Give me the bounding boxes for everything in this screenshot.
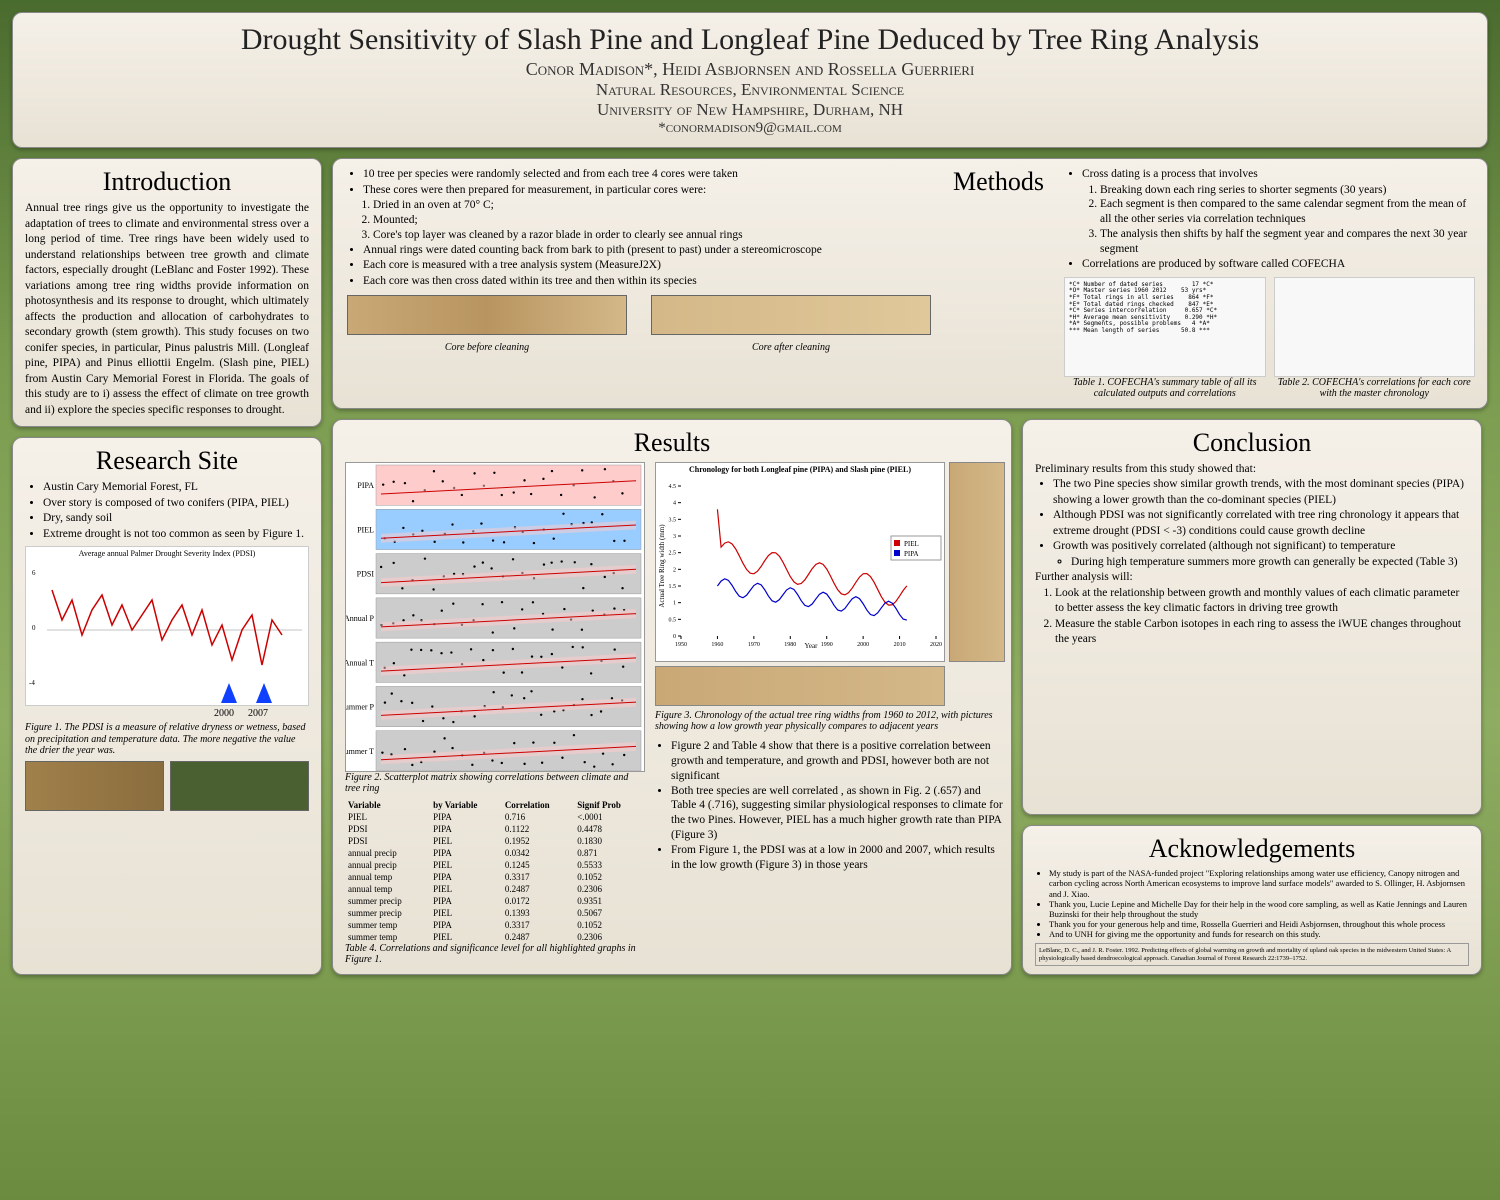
svg-text:1990: 1990 [821, 642, 833, 648]
svg-text:PIEL: PIEL [904, 540, 919, 548]
cofecha-table2 [1274, 277, 1476, 377]
core-before-img [347, 295, 627, 335]
forest-img [170, 761, 309, 811]
svg-text:1970: 1970 [748, 642, 760, 648]
intro-title: Introduction [25, 167, 309, 197]
research-list: Austin Cary Memorial Forest, FL Over sto… [25, 480, 309, 542]
results-title: Results [345, 428, 999, 458]
svg-text:Annual P: Annual P [346, 614, 375, 623]
chronology-chart: Chronology for both Longleaf pine (PIPA)… [655, 462, 945, 662]
svg-text:-4: -4 [29, 679, 35, 687]
svg-text:0: 0 [673, 634, 676, 640]
svg-text:3: 3 [673, 534, 676, 540]
ack-list: My study is part of the NASA-funded proj… [1035, 868, 1469, 939]
methods-list-2: Annual rings were dated counting back fr… [345, 243, 933, 290]
university: University of New Hampshire, Durham, NH [33, 100, 1467, 120]
svg-text:1.5: 1.5 [669, 584, 677, 590]
svg-text:1: 1 [673, 600, 676, 606]
core-sample-img [25, 761, 164, 811]
svg-text:1950: 1950 [675, 642, 687, 648]
svg-text:2000: 2000 [857, 642, 869, 648]
acknowledgements-panel: Acknowledgements My study is part of the… [1022, 825, 1482, 975]
svg-text:Actual Tree Ring width (mm): Actual Tree Ring width (mm) [658, 523, 666, 607]
svg-text:PIEL: PIEL [357, 525, 374, 534]
svg-text:2010: 2010 [894, 642, 906, 648]
conclusion-title: Conclusion [1035, 428, 1469, 458]
svg-text:Summer T: Summer T [346, 747, 374, 756]
research-title: Research Site [25, 446, 309, 476]
conclusion-panel: Conclusion Preliminary results from this… [1022, 419, 1482, 815]
svg-text:6: 6 [32, 569, 36, 577]
svg-text:PDSI: PDSI [357, 569, 375, 578]
svg-text:PIPA: PIPA [357, 481, 374, 490]
methods-right-list: Cross dating is a process that involves … [1064, 167, 1475, 273]
svg-text:2: 2 [673, 567, 676, 573]
email: *conormadison9@gmail.com [33, 120, 1467, 137]
svg-text:PIPA: PIPA [904, 550, 919, 558]
cofecha-table1: *C* Number of dated series 17 *C* *O* Ma… [1064, 277, 1266, 377]
core-detail-img [655, 666, 945, 706]
svg-text:0: 0 [32, 624, 36, 632]
header-panel: Drought Sensitivity of Slash Pine and Lo… [12, 12, 1488, 148]
table4: Variableby VariableCorrelationSignif Pro… [345, 799, 645, 943]
svg-text:2020: 2020 [930, 642, 942, 648]
introduction-panel: Introduction Annual tree rings give us t… [12, 158, 322, 427]
results-bullets: Figure 2 and Table 4 show that there is … [655, 739, 1005, 873]
fig1-caption: Figure 1. The PDSI is a measure of relat… [25, 722, 309, 757]
core-after-img [651, 295, 931, 335]
methods-panel: 10 tree per species were randomly select… [332, 158, 1488, 409]
svg-text:1960: 1960 [711, 642, 723, 648]
intro-text: Annual tree rings give us the opportunit… [25, 201, 309, 418]
conclusion-list: The two Pine species show similar growth… [1035, 477, 1469, 570]
pdsi-svg: 6 0 -4 [26, 560, 308, 690]
site-images [25, 761, 309, 811]
methods-list-1: 10 tree per species were randomly select… [345, 167, 933, 198]
poster-title: Drought Sensitivity of Slash Pine and Lo… [33, 23, 1467, 57]
ack-title: Acknowledgements [1035, 834, 1469, 864]
svg-text:0.5: 0.5 [669, 617, 677, 623]
core-strip-img [949, 462, 1005, 662]
svg-text:2.5: 2.5 [669, 550, 677, 556]
reference: LeBlanc, D. C., and J. R. Foster. 1992. … [1035, 943, 1469, 965]
authors: Conor Madison*, Heidi Asbjornsen and Ros… [33, 59, 1467, 80]
department: Natural Resources, Environmental Science [33, 80, 1467, 100]
svg-text:Year: Year [805, 642, 819, 650]
svg-text:1980: 1980 [784, 642, 796, 648]
results-panel: Results PIPA PIEL PDSI Annual P Annual T Summ… [332, 419, 1012, 975]
svg-text:Annual T: Annual T [346, 658, 374, 667]
scatter-matrix: PIPA PIEL PDSI Annual P Annual T Summer P Summ… [345, 462, 645, 772]
further-list: Look at the relationship between growth … [1035, 586, 1469, 648]
methods-prep-steps: Dried in an oven at 70° C; Mounted; Core… [345, 198, 933, 243]
svg-text:4.5: 4.5 [669, 484, 677, 490]
pdsi-chart: Average annual Palmer Drought Severity I… [25, 546, 309, 706]
svg-text:4: 4 [673, 500, 676, 506]
svg-text:Summer P: Summer P [346, 702, 375, 711]
svg-text:3.5: 3.5 [669, 517, 677, 523]
research-site-panel: Research Site Austin Cary Memorial Fores… [12, 437, 322, 975]
